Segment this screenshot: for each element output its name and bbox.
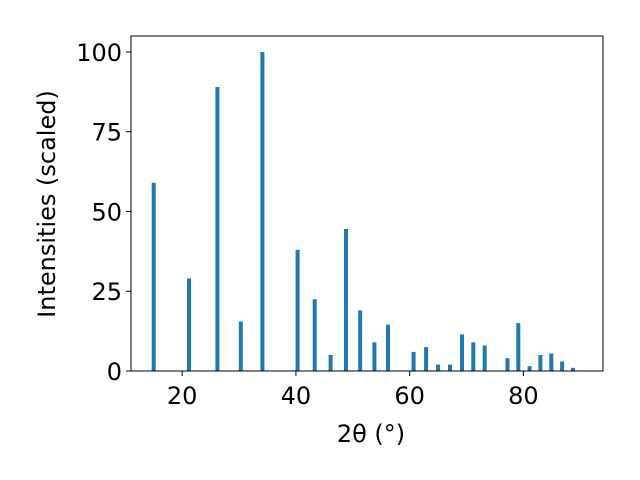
- bar: [295, 249, 300, 371]
- bar: [386, 324, 390, 371]
- bar: [482, 345, 487, 371]
- bar: [448, 364, 452, 371]
- bar: [151, 182, 156, 371]
- y-tick-label: 50: [91, 198, 122, 226]
- bar: [344, 229, 348, 371]
- bar: [312, 299, 317, 371]
- bar: [411, 351, 416, 371]
- x-tick-label: 20: [167, 382, 198, 410]
- bar: [527, 366, 532, 371]
- bar: [460, 334, 464, 371]
- x-axis-label: 2θ (°): [337, 420, 405, 448]
- y-tick-label: 25: [91, 278, 122, 306]
- y-axis: 0 25 50 75 100: [76, 39, 131, 386]
- bar: [538, 355, 543, 371]
- bar: [238, 321, 243, 371]
- y-tick-label: 75: [91, 119, 122, 147]
- x-tick-label: 40: [281, 382, 312, 410]
- bar: [549, 353, 554, 371]
- bar-group: [151, 52, 575, 371]
- bar: [570, 367, 575, 371]
- bar: [358, 310, 363, 371]
- bar: [424, 347, 429, 371]
- bar: [260, 52, 265, 371]
- bar: [215, 87, 220, 371]
- bar: [436, 364, 441, 371]
- x-axis: 20 40 60 80: [167, 371, 539, 410]
- bar: [471, 342, 476, 371]
- y-tick-label: 0: [107, 358, 122, 386]
- x-tick-label: 80: [508, 382, 539, 410]
- bar: [328, 355, 333, 371]
- plot-frame: [130, 35, 604, 372]
- x-tick-label: 60: [394, 382, 425, 410]
- y-tick-label: 100: [76, 39, 122, 67]
- bar: [372, 342, 377, 371]
- bar: [516, 323, 521, 371]
- bar: [505, 358, 510, 371]
- bar: [560, 361, 565, 371]
- y-axis-label: Intensities (scaled): [33, 90, 61, 318]
- bar: [187, 278, 191, 371]
